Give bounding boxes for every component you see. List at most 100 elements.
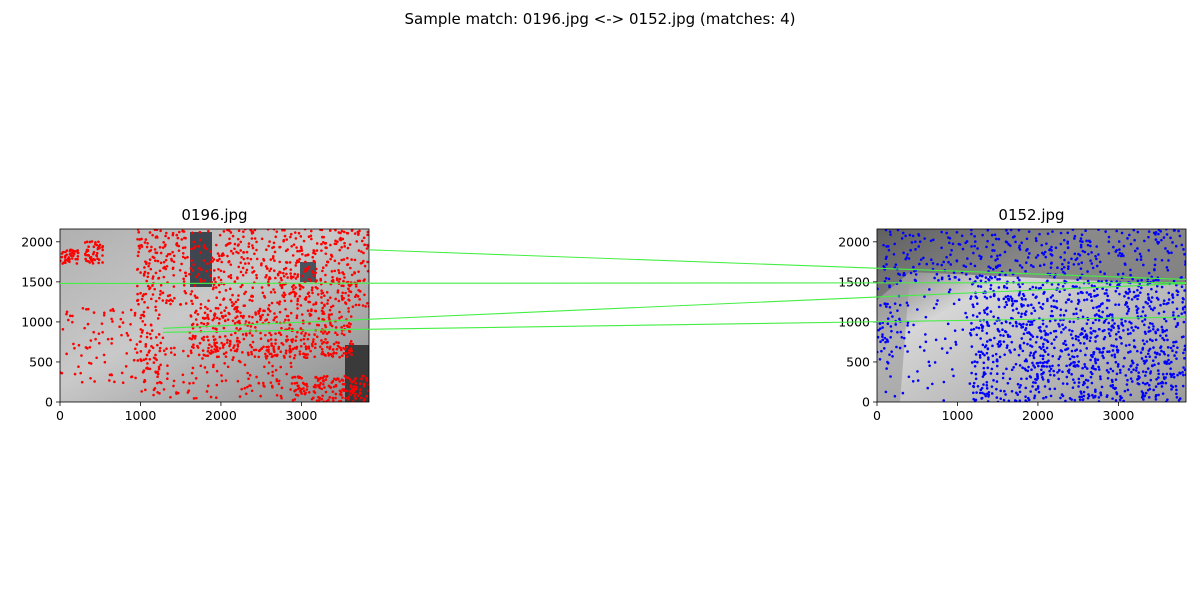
right-keypoint xyxy=(1180,276,1183,279)
left-keypoint xyxy=(86,347,89,350)
right-keypoint xyxy=(1039,305,1043,309)
right-keypoint xyxy=(1036,387,1040,390)
left-keypoint xyxy=(341,237,345,241)
right-keypoint xyxy=(1129,273,1132,277)
right-keypoint xyxy=(933,276,936,280)
left-keypoint xyxy=(206,313,209,317)
left-keypoint xyxy=(340,246,343,249)
right-keypoint xyxy=(992,379,995,382)
right-keypoint xyxy=(1170,388,1173,391)
right-keypoint xyxy=(1052,374,1056,377)
right-keypoint xyxy=(885,255,888,259)
right-keypoint xyxy=(1124,374,1128,377)
left-keypoint xyxy=(293,354,297,357)
left-keypoint xyxy=(154,309,158,312)
right-keypoint xyxy=(1107,371,1110,374)
left-keypoint xyxy=(313,333,316,336)
left-keypoint xyxy=(267,345,270,349)
right-keypoint xyxy=(968,382,972,385)
right-keypoint xyxy=(1180,285,1184,289)
left-keypoint xyxy=(344,352,348,355)
left-keypoint xyxy=(207,299,210,302)
left-keypoint xyxy=(279,394,283,398)
right-keypoint xyxy=(1169,372,1172,376)
right-keypoint xyxy=(1064,399,1067,402)
left-keypoint xyxy=(248,331,252,335)
right-keypoint xyxy=(972,391,975,395)
right-keypoint xyxy=(1008,321,1012,325)
right-keypoint xyxy=(878,327,882,330)
left-keypoint xyxy=(202,335,206,339)
right-keypoint xyxy=(1032,265,1035,268)
right-keypoint xyxy=(1064,301,1068,304)
right-keypoint xyxy=(1046,232,1050,235)
right-keypoint xyxy=(1046,299,1049,303)
left-keypoint xyxy=(143,241,147,244)
left-keypoint xyxy=(258,307,262,311)
right-keypoint xyxy=(1077,339,1080,342)
left-ytick-label: 500 xyxy=(29,354,53,369)
left-keypoint xyxy=(250,352,254,356)
left-keypoint xyxy=(298,249,301,253)
right-keypoint xyxy=(1057,377,1061,381)
left-keypoint xyxy=(183,236,186,240)
right-keypoint xyxy=(898,346,902,350)
left-keypoint xyxy=(285,335,289,338)
right-keypoint xyxy=(1068,397,1072,400)
left-keypoint xyxy=(307,235,311,239)
left-keypoint xyxy=(223,334,227,338)
left-keypoint xyxy=(138,247,141,250)
left-keypoint xyxy=(220,253,224,256)
left-keypoint xyxy=(161,291,165,295)
right-keypoint xyxy=(1107,327,1111,331)
left-keypoint xyxy=(209,268,212,272)
right-keypoint xyxy=(1059,308,1063,311)
right-keypoint xyxy=(1106,376,1110,380)
right-keypoint xyxy=(1108,283,1112,286)
right-keypoint xyxy=(1182,320,1186,324)
right-keypoint xyxy=(1048,248,1051,252)
right-keypoint xyxy=(1069,362,1073,365)
left-keypoint xyxy=(169,351,173,354)
panel-right-title: 0152.jpg xyxy=(998,206,1064,224)
left-keypoint xyxy=(153,248,157,251)
right-keypoint xyxy=(1034,237,1038,240)
left-keypoint xyxy=(338,316,341,320)
left-keypoint xyxy=(192,343,195,346)
left-keypoint xyxy=(259,318,262,321)
left-keypoint xyxy=(135,343,139,346)
right-keypoint xyxy=(1182,248,1185,251)
left-keypoint xyxy=(255,320,259,324)
right-keypoint xyxy=(879,304,882,307)
right-keypoint xyxy=(1075,348,1079,351)
right-keypoint xyxy=(1085,367,1089,370)
left-keypoint xyxy=(159,261,163,265)
left-keypoint xyxy=(321,350,324,354)
right-keypoint xyxy=(1077,381,1081,384)
left-keypoint xyxy=(144,238,148,241)
left-keypoint xyxy=(254,326,257,329)
right-keypoint xyxy=(1061,262,1064,266)
left-keypoint xyxy=(226,229,229,232)
right-keypoint xyxy=(1027,320,1030,323)
left-keypoint xyxy=(321,332,325,335)
right-keypoint xyxy=(1006,344,1009,347)
right-keypoint xyxy=(1162,376,1166,379)
right-keypoint xyxy=(1115,229,1118,233)
right-keypoint xyxy=(1089,358,1092,362)
right-keypoint xyxy=(1139,255,1143,258)
right-keypoint xyxy=(1090,381,1094,385)
right-keypoint xyxy=(1030,320,1034,324)
left-keypoint xyxy=(146,306,150,309)
left-keypoint xyxy=(342,346,345,350)
right-keypoint xyxy=(1041,376,1044,379)
right-keypoint xyxy=(907,330,911,334)
right-keypoint xyxy=(1142,398,1145,401)
left-keypoint xyxy=(320,330,323,333)
right-keypoint xyxy=(1137,371,1140,374)
right-keypoint xyxy=(1135,366,1138,370)
right-keypoint xyxy=(957,278,961,281)
left-keypoint xyxy=(218,257,221,261)
right-keypoint xyxy=(970,229,973,232)
left-keypoint xyxy=(334,326,338,329)
